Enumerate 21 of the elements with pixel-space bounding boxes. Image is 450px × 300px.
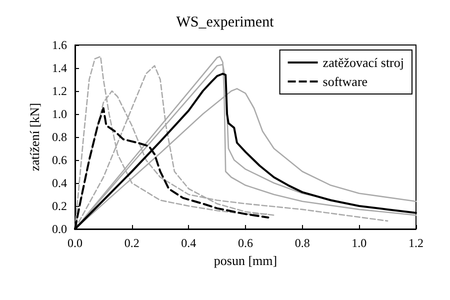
x-axis-title: posun [mm] [214, 252, 278, 268]
legend-label: zatěžovací stroj [322, 55, 404, 70]
y-tick-label: 1.6 [52, 38, 67, 52]
x-tick-label: 0.8 [294, 236, 310, 250]
y-tick-label: 0.0 [52, 222, 67, 236]
x-tick-label: 1.2 [408, 236, 424, 250]
x-tick-label: 0.2 [124, 236, 140, 250]
y-axis-title: zatížení [kN] [27, 102, 42, 172]
y-tick-label: 1.4 [52, 61, 67, 75]
x-tick-label: 0.4 [181, 236, 196, 250]
y-tick-label: 0.8 [52, 130, 67, 144]
y-tick-label: 0.4 [52, 176, 67, 190]
chart-title: WS_experiment [176, 14, 275, 30]
y-tick-label: 1.2 [52, 84, 67, 98]
y-tick-label: 0.2 [52, 199, 67, 213]
x-tick-label: 0.6 [238, 236, 253, 250]
legend-label: software [322, 74, 368, 89]
x-tick-label: 0.0 [68, 236, 82, 250]
x-tick-label: 1.0 [352, 236, 367, 250]
y-tick-label: 1.0 [52, 107, 67, 121]
y-tick-label: 0.6 [52, 153, 67, 167]
